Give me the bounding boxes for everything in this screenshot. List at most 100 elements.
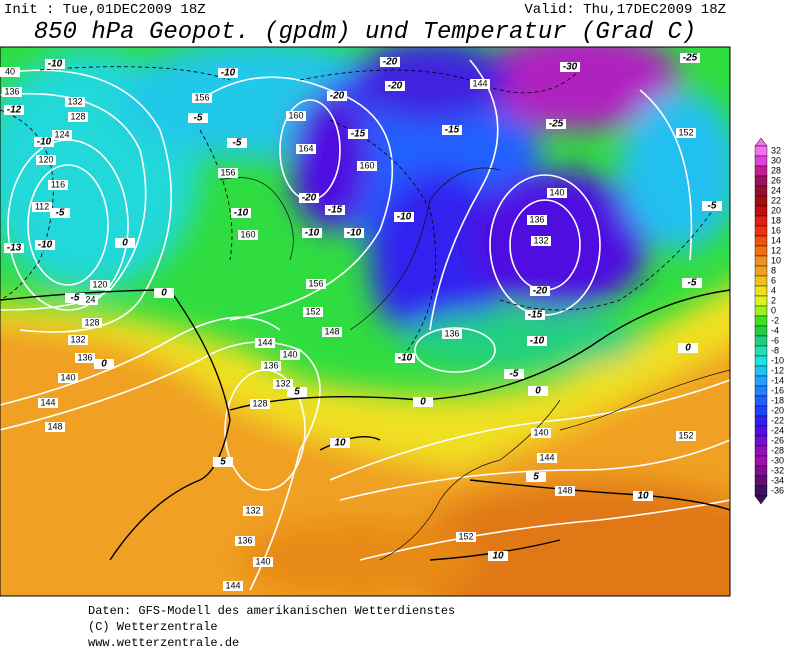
- temperature-label-box: [4, 105, 24, 115]
- temperature-label: -10: [397, 212, 412, 223]
- geopotential-label-box: [223, 581, 243, 591]
- geopotential-label: 160: [288, 110, 303, 120]
- legend-label: -36: [771, 485, 784, 495]
- geopotential-label: 132: [533, 235, 548, 245]
- temperature-label: 5: [294, 387, 300, 398]
- temperature-label-box: [302, 228, 322, 238]
- temperature-label-box: [299, 193, 319, 203]
- temperature-label-box: [488, 551, 508, 561]
- legend-swatch: [754, 315, 768, 327]
- legend-swatch: [754, 285, 768, 297]
- legend-label: 20: [771, 205, 781, 215]
- temperature-label-box: [188, 113, 208, 123]
- geopotential-label: 140: [533, 427, 548, 437]
- legend-swatch: [754, 225, 768, 237]
- legend-label: 12: [771, 245, 781, 255]
- legend-swatch: [754, 235, 768, 247]
- geopotential-label-box: [261, 361, 281, 371]
- geopotential-label-box: [303, 307, 323, 317]
- temperature-label: 10: [637, 491, 649, 502]
- geopotential-label-box: [296, 144, 316, 154]
- geopotential-label-box: [470, 79, 490, 89]
- geopotential-label-box: [676, 431, 696, 441]
- footer-url: www.wetterzentrale.de: [88, 636, 239, 648]
- geopotential-label-box: [218, 168, 238, 178]
- temperature-label-box: [528, 386, 548, 396]
- temperature-label: 5: [533, 472, 539, 483]
- geopotential-label: 156: [308, 278, 323, 288]
- temperature-label-box: [680, 53, 700, 63]
- temperature-label-box: [4, 243, 24, 253]
- legend-label: 30: [771, 155, 781, 165]
- legend-swatch: [754, 335, 768, 347]
- legend-label: 2: [771, 295, 776, 305]
- temperature-label: 0: [685, 343, 691, 354]
- temperature-label: -20: [383, 57, 398, 68]
- legend-label: 24: [771, 185, 781, 195]
- legend-label: 4: [771, 285, 776, 295]
- temperature-label: -10: [347, 228, 362, 239]
- legend-label: -28: [771, 445, 784, 455]
- temperature-label-box: [380, 57, 400, 67]
- geopotential-label-box: [78, 295, 98, 305]
- geopotential-label-box: [68, 335, 88, 345]
- geopotential-label-box: [38, 398, 58, 408]
- legend-swatch: [754, 355, 768, 367]
- geopotential-label-box: [286, 111, 306, 121]
- temperature-label-box: [682, 278, 702, 288]
- geopotential-label: 152: [458, 531, 473, 541]
- legend-swatch: [754, 275, 768, 287]
- legend-label: -16: [771, 385, 784, 395]
- geopotential-label-box: [75, 353, 95, 363]
- geopotential-label: 148: [324, 326, 339, 336]
- temperature-label: -10: [234, 208, 249, 219]
- geopotential-label: 140: [255, 556, 270, 566]
- temperature-label: -15: [445, 125, 460, 136]
- legend-label: -34: [771, 475, 784, 485]
- geopotential-label-box: [68, 112, 88, 122]
- legend-swatch: [754, 455, 768, 467]
- legend-label: 10: [771, 255, 781, 265]
- temperature-label: -25: [683, 53, 698, 64]
- geopotential-label-box: [456, 532, 476, 542]
- legend-label: -6: [771, 335, 779, 345]
- geopotential-label-box: [192, 93, 212, 103]
- temperature-label: -13: [7, 243, 22, 254]
- geopotential-label-box: [306, 279, 326, 289]
- geopotential-label: 132: [245, 505, 260, 515]
- legend-arrow-bottom: [754, 495, 768, 505]
- legend-label: -4: [771, 325, 779, 335]
- geopotential-label-box: [36, 155, 56, 165]
- legend-label: -10: [771, 355, 784, 365]
- geopotential-label-box: [555, 486, 575, 496]
- temperature-label-box: [504, 369, 524, 379]
- legend-label: -32: [771, 465, 784, 475]
- legend-label: -12: [771, 365, 784, 375]
- legend-label: 6: [771, 275, 776, 285]
- geopotential-label-box: [238, 230, 258, 240]
- temperature-label-box: [633, 491, 653, 501]
- temperature-label-box: [94, 359, 114, 369]
- temperature-label-box: [227, 138, 247, 148]
- geopotential-label-box: [250, 399, 270, 409]
- geopotential-label-box: [52, 130, 72, 140]
- legend-label: 18: [771, 215, 781, 225]
- legend-label: -2: [771, 315, 779, 325]
- temperature-label: 0: [535, 386, 541, 397]
- geopotential-label-box: [0, 67, 20, 77]
- temperature-label-box: [34, 137, 54, 147]
- legend-swatch: [754, 425, 768, 437]
- geopotential-label-box: [255, 338, 275, 348]
- temperature-label: -5: [688, 278, 697, 289]
- temperature-label: -12: [7, 105, 22, 116]
- geopotential-label: 136: [4, 86, 19, 96]
- legend-label: -18: [771, 395, 784, 405]
- temperature-label: -15: [351, 129, 366, 140]
- temperature-label: -20: [330, 91, 345, 102]
- legend-label: -24: [771, 425, 784, 435]
- temperature-label: 0: [122, 238, 128, 249]
- temperature-label-box: [287, 387, 307, 397]
- legend-label: 8: [771, 265, 776, 275]
